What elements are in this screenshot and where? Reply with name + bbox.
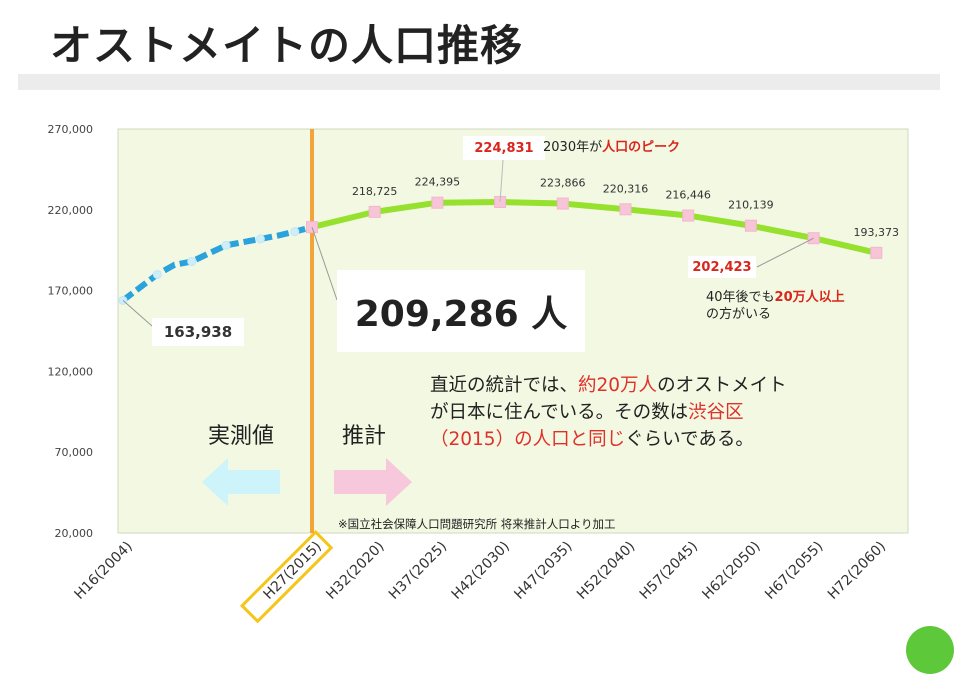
later-value-text: 202,423: [692, 259, 752, 275]
y-axis-ticks: 270,000 220,000 170,000 120,000 70,000 20,000: [48, 123, 94, 540]
later-note-highlight: 20万人以上: [774, 290, 845, 305]
forecast-point: [619, 203, 632, 216]
forecast-label: 推計: [342, 424, 387, 449]
forecast-point: [870, 246, 883, 259]
summary-p1-red: 約20万人: [578, 375, 658, 396]
chart-series: [118, 129, 883, 533]
forecast-point: [682, 209, 695, 222]
actual-point: [152, 269, 162, 279]
peak-value-text: 224,831: [474, 140, 534, 156]
current-population-callout: 209,286 人: [337, 270, 585, 352]
summary-p1: 直近の統計では、: [430, 375, 579, 396]
peak-leader-line: [499, 159, 504, 203]
data-labels: 218,725 224,395 223,866 220,316 216,446 210,1…: [352, 176, 899, 239]
x-tick-label: H67(2055): [762, 539, 826, 603]
highlight-box: [239, 530, 334, 624]
x-tick-label: H72(2060): [825, 539, 889, 603]
x-axis-ticks: H16(2004) H27(2015)H32(2020)H37(2025)H42(…: [72, 530, 889, 624]
peak-note-prefix: 2030年が: [543, 140, 603, 155]
peak-note-highlight: 人口のピーク: [602, 140, 681, 155]
forecast-line: [311, 198, 877, 256]
x-tick-label: H32(2020): [323, 539, 387, 603]
y-tick-label: 270,000: [48, 123, 94, 136]
x-tick-label: H37(2025): [386, 539, 450, 603]
actual-point: [255, 234, 265, 244]
data-label: 216,446: [665, 189, 711, 202]
x-tick-label: H62(2050): [699, 539, 763, 603]
y-tick-label: 170,000: [48, 285, 94, 298]
later-note-prefix: 40年後でも: [706, 290, 775, 305]
right-arrow-icon: [334, 458, 412, 506]
y-tick-label: 70,000: [55, 446, 94, 459]
data-label: 193,373: [854, 226, 900, 239]
y-tick-label: 220,000: [48, 204, 94, 217]
data-label: 210,139: [728, 199, 774, 212]
forecast-point: [368, 205, 381, 218]
peak-value-callout: 224,831: [463, 136, 545, 160]
summary-p3: が日本に住んでいる。その数は: [430, 402, 689, 423]
source-note: ※国立社会保障人口問題研究所 将来推計人口より加工: [338, 517, 616, 531]
peak-note: 2030年が人口のピーク: [543, 136, 680, 155]
later-note-suffix: の方がいる: [706, 307, 772, 322]
x-tick-label: H16(2004): [72, 539, 136, 603]
title-underline-bar: [18, 74, 940, 90]
x-tick-label: H42(2030): [449, 539, 513, 603]
actual-point: [187, 257, 197, 267]
current-leader-line: [311, 226, 338, 301]
start-leader-line: [122, 300, 153, 327]
y-tick-label: 20,000: [55, 527, 94, 540]
data-label: 220,316: [603, 182, 649, 195]
current-population-text: 209,286 人: [354, 294, 568, 335]
summary-p3-red: 渋谷区: [688, 402, 744, 423]
actual-point: [221, 240, 231, 250]
start-value-text: 163,938: [163, 323, 233, 341]
later-leader-line: [756, 237, 814, 268]
forecast-point: [556, 197, 569, 210]
chart-overlays: [122, 159, 814, 506]
corner-badge: [906, 626, 954, 674]
later-note: 40年後でも20万人以上 の方がいる: [706, 289, 845, 323]
y-tick-label: 120,000: [48, 365, 94, 378]
actual-label: 実測値: [208, 424, 275, 449]
later-value-callout: 202,423: [688, 256, 756, 278]
left-arrow-icon: [202, 458, 280, 506]
actual-point: [290, 227, 300, 237]
x-tick-label: H57(2045): [637, 539, 701, 603]
data-label: 218,725: [352, 185, 398, 198]
start-value-callout: 163,938: [152, 318, 244, 346]
x-tick-label: H27(2015): [261, 539, 325, 603]
summary-p2: のオストメイト: [657, 375, 787, 396]
data-label: 224,395: [415, 176, 461, 189]
data-label: 223,866: [540, 177, 586, 190]
summary-p5: ぐらいである。: [625, 429, 754, 450]
forecast-point: [744, 219, 757, 232]
summary-text: 直近の統計では、約20万人のオストメイト が日本に住んでいる。その数は渋谷区 （…: [430, 372, 870, 453]
summary-p4-red: （2015）の人口と同じ: [430, 429, 626, 450]
forecast-point: [431, 196, 444, 209]
page-title: オストメイトの人口推移: [50, 21, 524, 70]
x-tick-label: H47(2035): [511, 539, 575, 603]
x-tick-label: H52(2040): [574, 539, 638, 603]
